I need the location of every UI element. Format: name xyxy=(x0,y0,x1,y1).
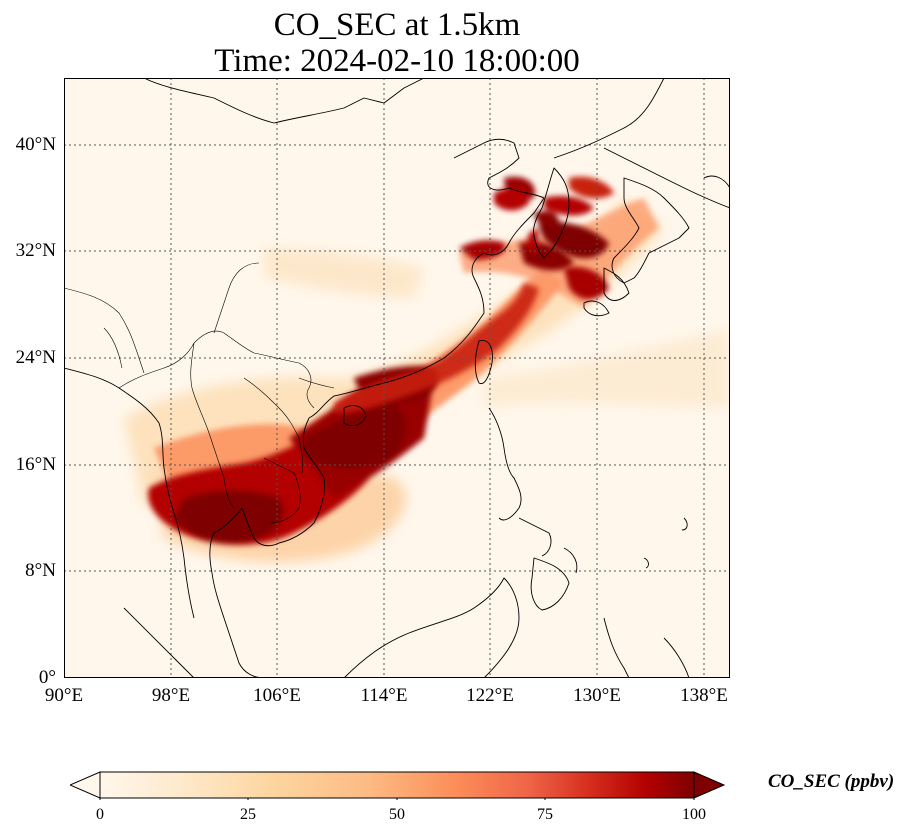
map-subtitle-time: Time: 2024-02-10 18:00:00 xyxy=(214,43,580,79)
map-coastlines xyxy=(64,78,730,678)
colorbar-tick-0: 0 xyxy=(96,806,104,823)
lon-label-130e: 130°E xyxy=(573,685,621,706)
lon-label-114e: 114°E xyxy=(360,685,408,706)
map-title: CO_SEC at 1.5km xyxy=(273,7,521,43)
lon-label-106e: 106°E xyxy=(253,685,301,706)
co-plume-core-korea-japan xyxy=(494,176,614,300)
lon-label-90e: 90°E xyxy=(44,685,84,706)
co-plume-coastal-band xyxy=(334,176,574,413)
lat-label-0: 0° xyxy=(38,667,56,688)
co-plume-core-indochina xyxy=(148,366,438,545)
colorbar xyxy=(70,771,726,800)
colorbar-label: CO_SEC (ppbv) xyxy=(768,771,895,792)
map-graticule xyxy=(64,78,730,678)
lon-label-98e: 98°E xyxy=(151,685,191,706)
lon-label-138e: 138°E xyxy=(680,685,728,706)
lat-label-24n: 24°N xyxy=(15,347,56,368)
lat-label-40n: 40°N xyxy=(15,134,56,155)
colorbar-tick-75: 75 xyxy=(537,806,553,823)
lat-label-16n: 16°N xyxy=(15,454,56,475)
colorbar-gradient xyxy=(99,771,695,799)
colorbar-extend-min xyxy=(70,771,101,799)
lat-label-8n: 8°N xyxy=(25,560,56,581)
lat-label-32n: 32°N xyxy=(15,240,56,261)
colorbar-tick-50: 50 xyxy=(389,806,405,823)
lon-label-122e: 122°E xyxy=(466,685,514,706)
map-plot-area xyxy=(64,78,730,678)
map-country-borders xyxy=(64,262,335,524)
colorbar-tick-100: 100 xyxy=(682,806,706,823)
colorbar-extend-max xyxy=(693,771,726,799)
colorbar-tick-25: 25 xyxy=(240,806,256,823)
